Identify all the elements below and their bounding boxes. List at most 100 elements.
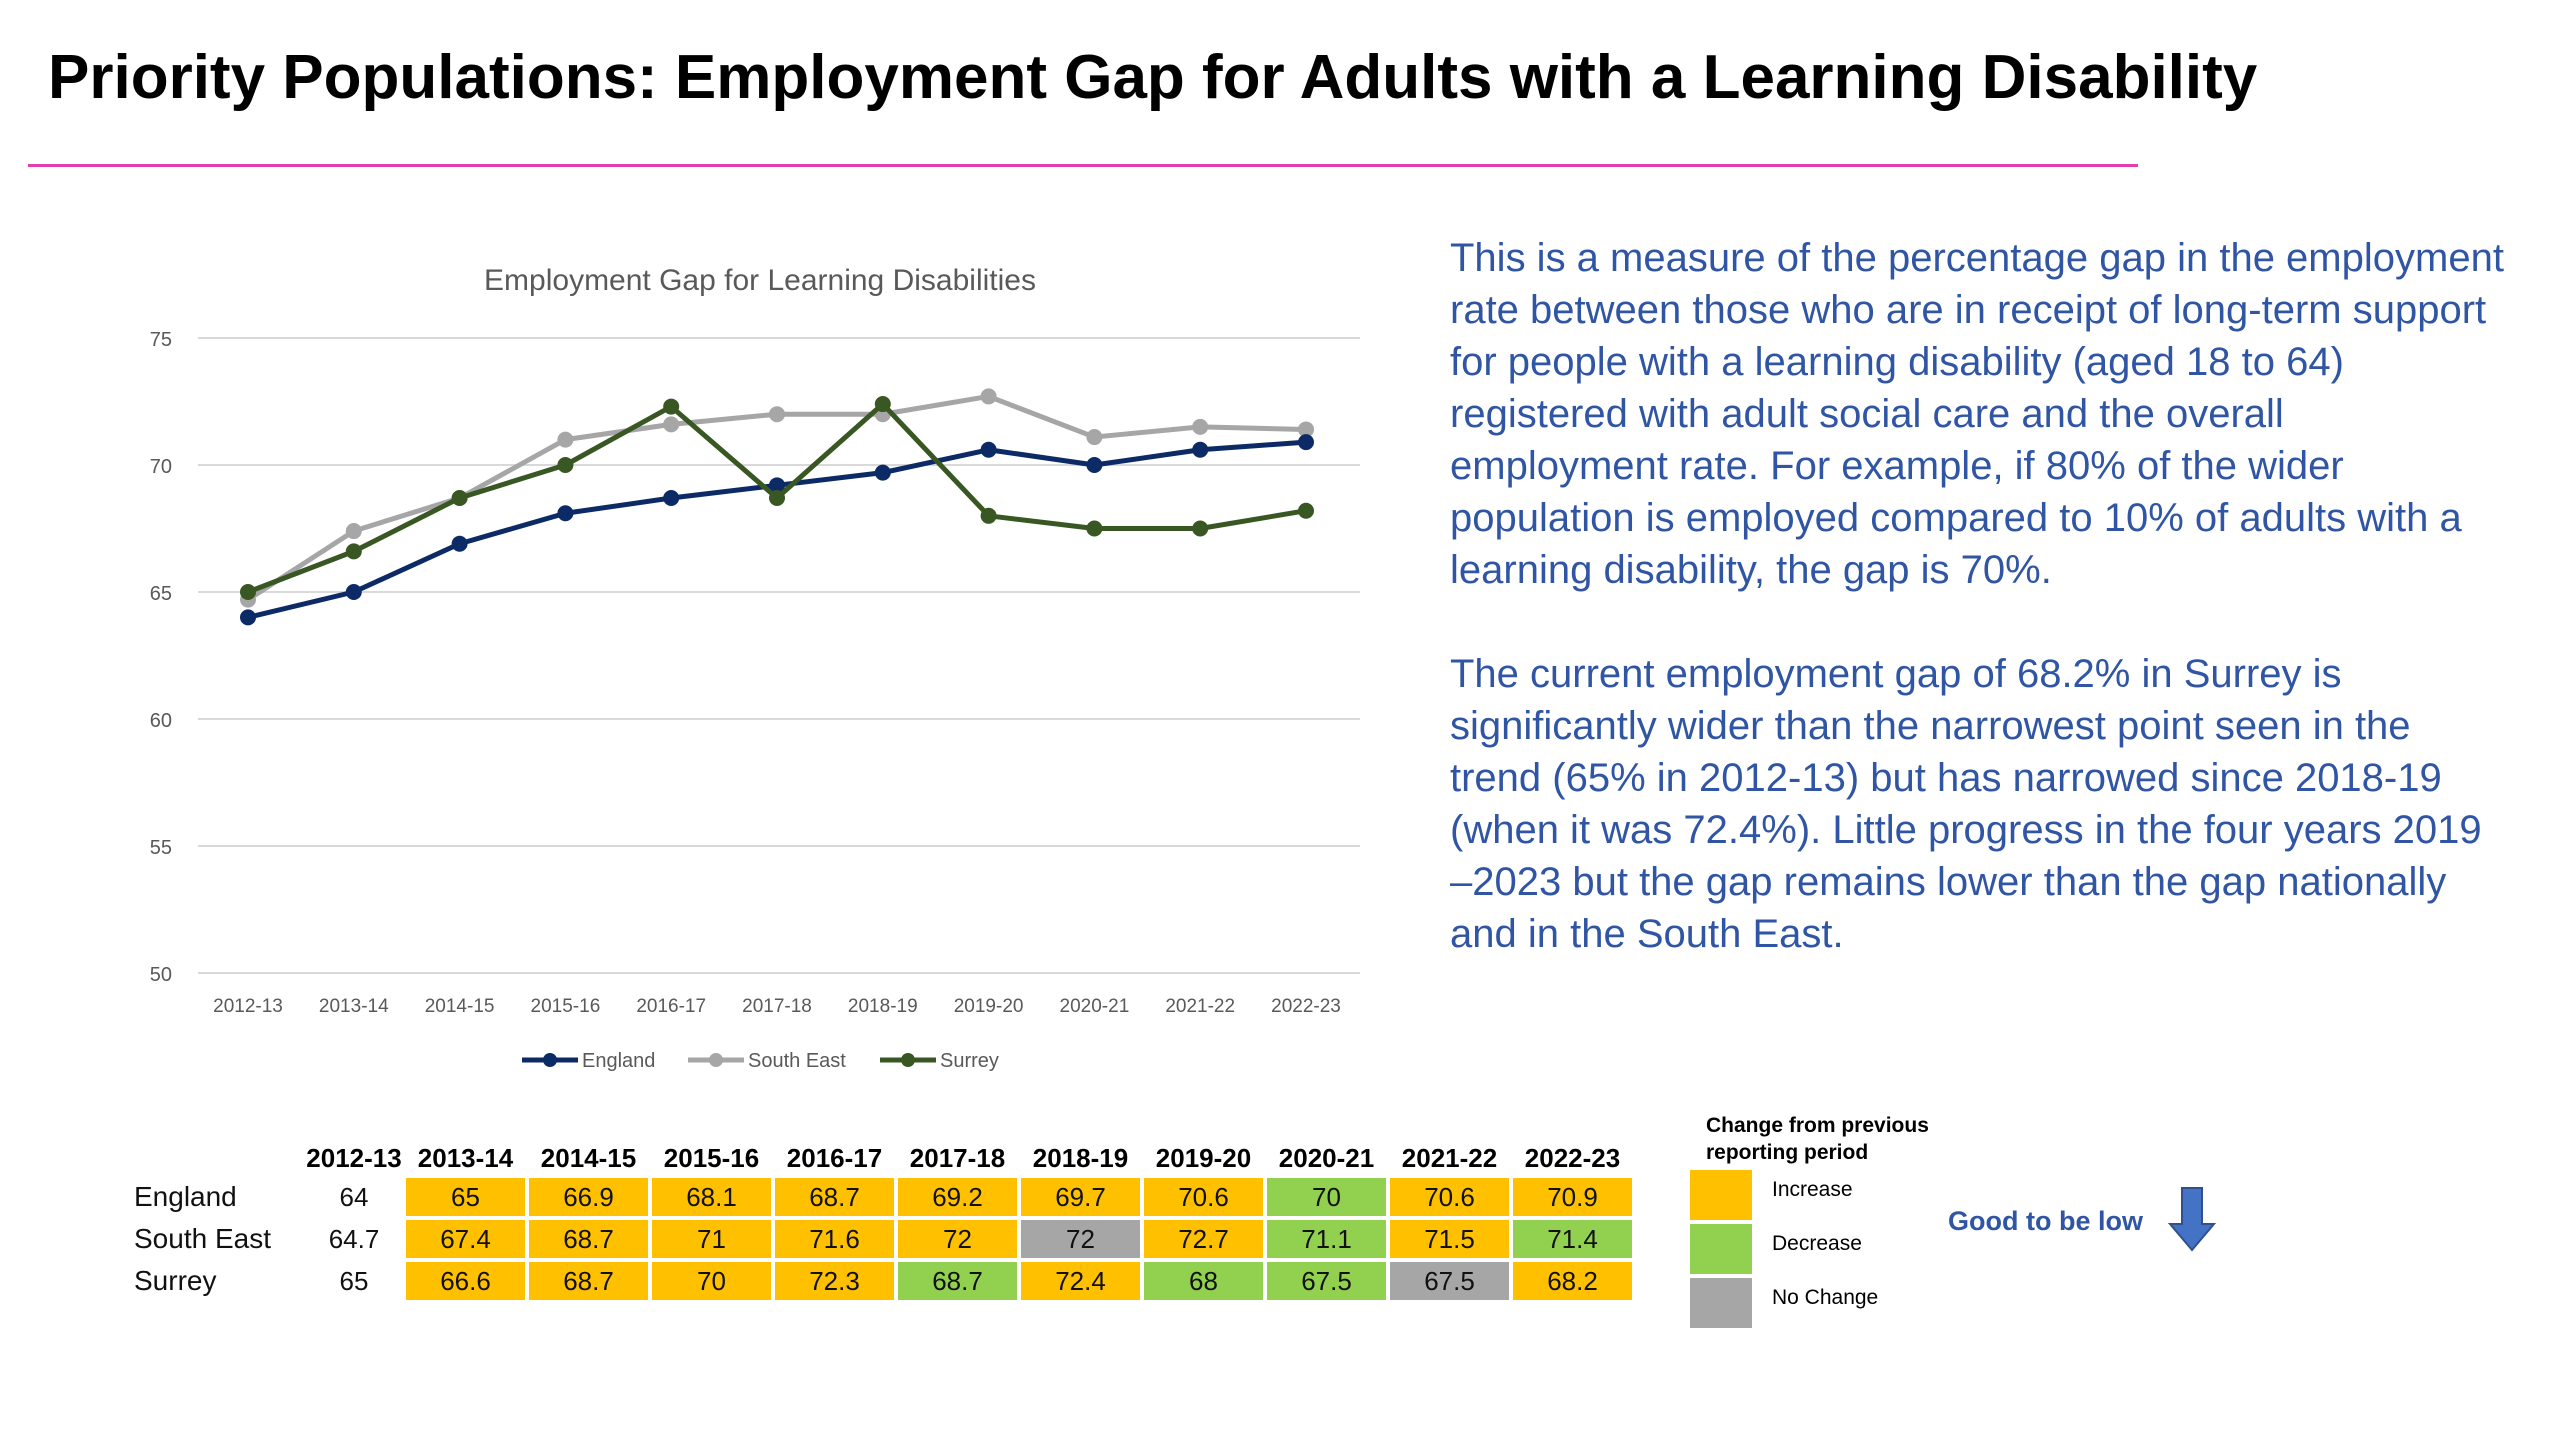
table-cell: 71.1 [1265,1218,1388,1260]
x-tick-label: 2017-18 [742,996,812,1017]
y-tick-label: 75 [150,329,172,351]
year-header: 2016-17 [786,1142,883,1173]
legend-label-increase: Increase [1772,1178,1853,1201]
x-tick-label: 2020-21 [1060,996,1130,1017]
change-legend-title: Change from previous reporting period [1706,1114,1929,1164]
legend-swatch-nochange [1690,1278,1752,1328]
legend-swatch-increase [1690,1170,1752,1220]
data-point [557,505,574,522]
legend-marker [709,1053,723,1067]
table-row: England 64 65 66.9 68.1 68.7 69.2 69.7 70.6 70 70.… [126,1176,1634,1218]
year-header: 2020-21 [1278,1142,1375,1173]
table-cell: 70 [1265,1176,1388,1218]
data-point [980,388,997,405]
x-tick-label: 2014-15 [425,996,495,1017]
year-header: 2022-23 [1524,1142,1621,1173]
chart-title: Employment Gap for Learning Disabilities [484,264,1036,297]
data-point [1298,502,1314,519]
data-point [769,490,785,507]
x-tick-label: 2012-13 [213,996,283,1017]
table-cell: 70 [650,1260,773,1302]
y-tick-label: 55 [150,837,172,859]
data-point [1086,457,1103,473]
y-tick-label: 70 [150,456,172,478]
data-point [557,457,574,473]
table-cell: 72.4 [1019,1260,1142,1302]
year-header: 2021-22 [1401,1142,1498,1173]
data-point [1298,421,1314,438]
year-header: 2012-13 [306,1142,402,1173]
data-point [769,406,785,423]
table-cell: 68.7 [896,1260,1019,1302]
table-cell: 67.4 [404,1218,527,1260]
table-cell: 68.7 [773,1176,896,1218]
legend-label-nochange: No Change [1772,1286,1879,1309]
title-divider [28,164,2138,167]
x-tick-label: 2021-22 [1165,996,1235,1017]
y-tick-label: 50 [150,964,172,986]
legend-marker [543,1053,557,1067]
x-tick-label: 2019-20 [954,996,1024,1017]
data-point [345,523,362,540]
x-tick-label: 2022-23 [1271,996,1341,1017]
legend-label: England [582,1050,655,1072]
data-point [240,609,256,626]
year-header: 2019-20 [1155,1142,1252,1173]
data-point [1192,441,1209,458]
legend-swatch-decrease [1690,1224,1752,1274]
y-tick-label: 65 [150,583,172,605]
table-cell: 72.7 [1142,1218,1265,1260]
description-paragraph-2: The current employment gap of 68.2% in S… [1450,652,2482,956]
data-point [663,398,680,415]
data-point [345,584,362,600]
table-cell: 70.9 [1511,1176,1634,1218]
header-blank [126,1140,304,1176]
legend-label: Surrey [940,1050,999,1072]
table-cell: 67.5 [1265,1260,1388,1302]
year-header: 2015-16 [663,1142,760,1173]
year-header: 2017-18 [909,1142,1006,1173]
data-point [451,490,468,507]
table-cell: 68.7 [527,1260,650,1302]
table-cell: 72 [896,1218,1019,1260]
data-point [980,507,997,524]
y-tick-label: 60 [150,710,172,732]
legend-marker [901,1053,915,1067]
table-cell: 66.9 [527,1176,650,1218]
row-label: England [134,1181,237,1212]
data-table: 2012-13 2013-14 2014-15 2015-16 2016-17 2017-… [126,1140,1634,1302]
data-point [1298,434,1314,451]
data-point [1086,520,1103,537]
data-point [874,464,891,481]
table-cell: 71.5 [1388,1218,1511,1260]
table-cell: 71 [650,1218,773,1260]
down-arrow-icon [2168,1187,2216,1252]
x-tick-label: 2015-16 [531,996,601,1017]
data-point [1192,520,1209,537]
table-cell: 68.1 [650,1176,773,1218]
table-cell: 72.3 [773,1260,896,1302]
table-header-row: 2012-13 2013-14 2014-15 2015-16 2016-17 2017-… [126,1140,1634,1176]
data-point [663,416,680,433]
line-chart: Employment Gap for Learning Disabilities… [150,264,1360,1072]
data-point [557,431,574,448]
year-header: 2013-14 [417,1142,514,1173]
data-point [1192,418,1209,435]
good-to-be-low-label: Good to be low [1948,1206,2143,1236]
data-point [1086,429,1103,446]
table-cell: 64 [304,1176,404,1218]
table-cell: 71.4 [1511,1218,1634,1260]
table-row: Surrey 65 66.6 68.7 70 72.3 68.7 72.4 68 67.5 67.5… [126,1260,1634,1302]
table-cell: 67.5 [1388,1260,1511,1302]
legend-label: South East [748,1050,846,1072]
table-cell: 65 [304,1260,404,1302]
row-label: Surrey [134,1265,217,1296]
table-cell: 68.2 [1511,1260,1634,1302]
table-cell: 68 [1142,1260,1265,1302]
data-point [980,441,997,458]
data-point [663,490,680,507]
table-cell: 69.7 [1019,1176,1142,1218]
row-label: South East [134,1223,271,1254]
table-cell: 71.6 [773,1218,896,1260]
page-title: Priority Populations: Employment Gap for… [48,43,2258,112]
